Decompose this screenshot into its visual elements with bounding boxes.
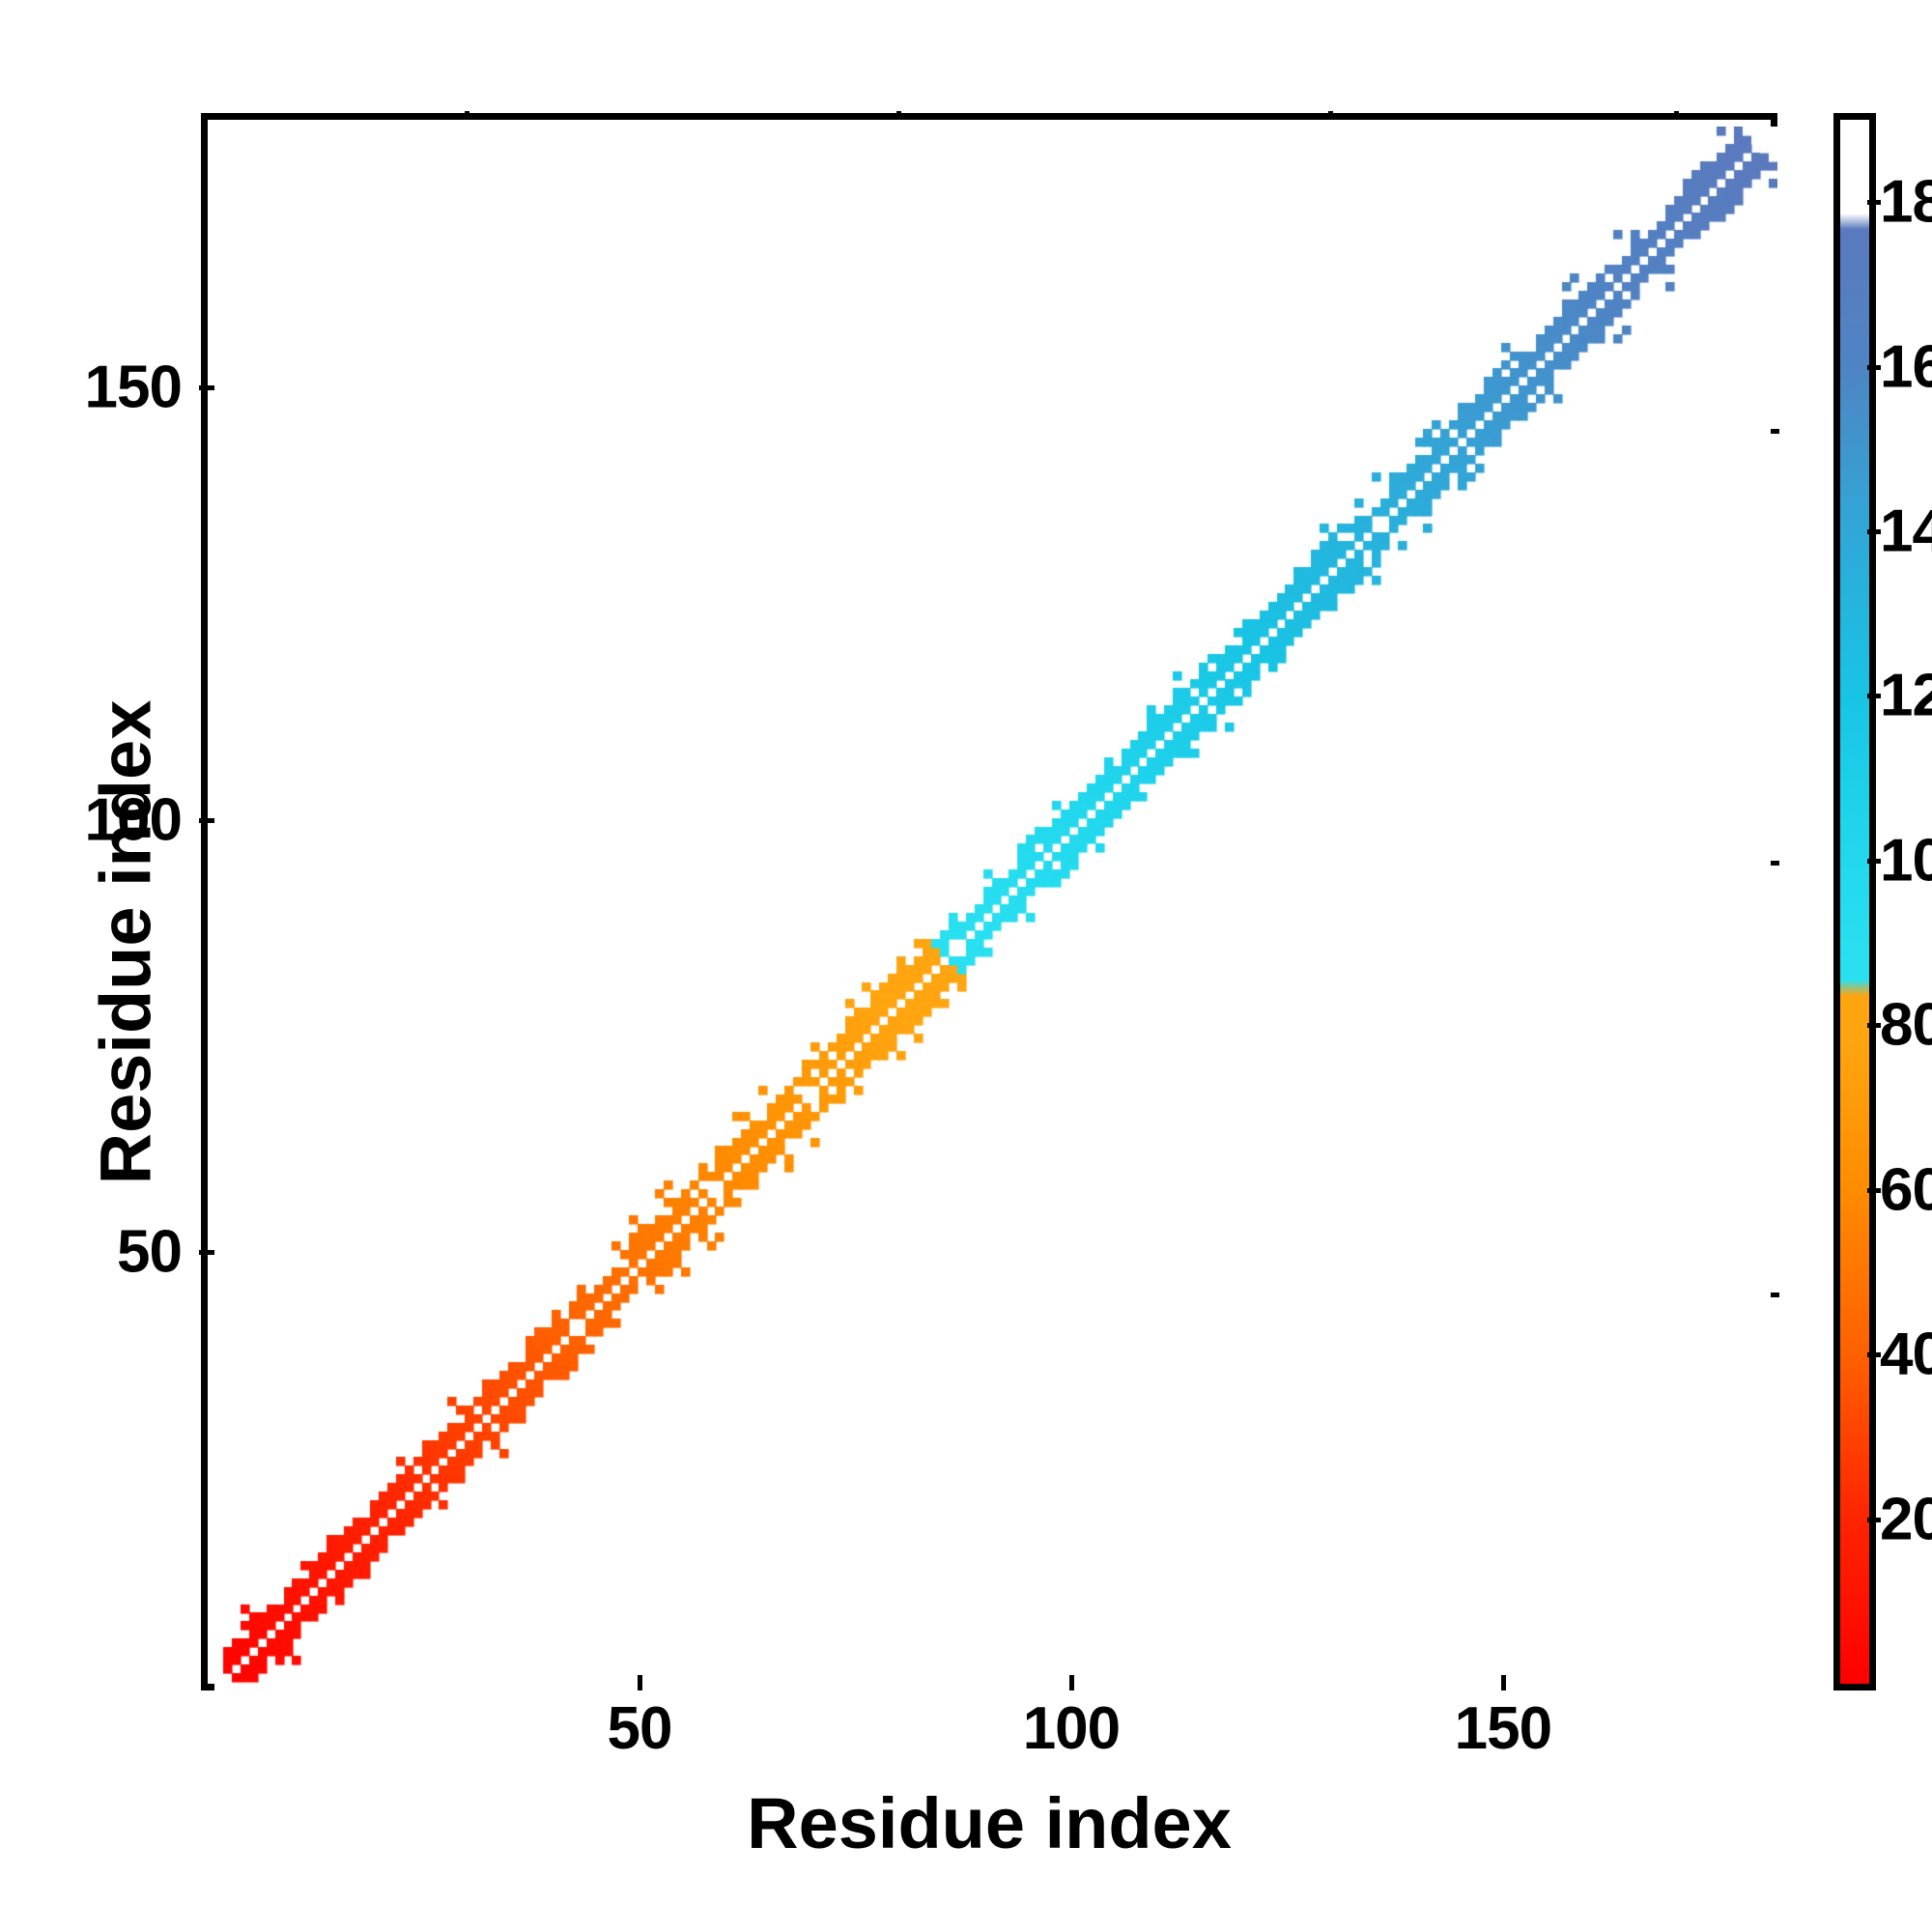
y-tick-label-50: 50 — [117, 1218, 183, 1286]
y-axis-title: Residue index — [85, 699, 166, 1185]
x-tick-label-100: 100 — [1022, 1695, 1121, 1762]
colorbar-tick-label-160: 160 — [1880, 333, 1932, 401]
y-tick-50 — [199, 1249, 214, 1255]
y-minor-tick — [1771, 429, 1779, 434]
colorbar-tick-label-80: 80 — [1880, 991, 1932, 1059]
colorbar-tick-140 — [1867, 529, 1881, 535]
colorbar-tick-40 — [1867, 1352, 1881, 1358]
y-minor-tick — [1771, 1293, 1779, 1298]
x-tick-100 — [1068, 1675, 1074, 1690]
x-minor-tick — [1673, 111, 1679, 120]
y-minor-tick — [1771, 861, 1779, 867]
x-minor-tick — [896, 111, 902, 120]
x-minor-tick — [465, 111, 470, 120]
colorbar-tick-100 — [1867, 858, 1881, 864]
x-tick-50 — [637, 1675, 642, 1690]
plot-area[interactable] — [201, 113, 1777, 1690]
colorbar-gradient — [1840, 120, 1869, 1684]
colorbar-tick-20 — [1867, 1517, 1881, 1522]
colorbar-tick-label-140: 140 — [1880, 497, 1932, 565]
colorbar[interactable] — [1833, 113, 1876, 1690]
colorbar-tick-label-180: 180 — [1880, 168, 1932, 236]
y-tick-label-150: 150 — [84, 354, 183, 421]
x-minor-tick — [1328, 111, 1334, 120]
y-tick-150 — [199, 385, 214, 391]
y-tick-label-100: 100 — [84, 786, 183, 854]
colorbar-tick-160 — [1867, 364, 1881, 370]
x-tick-label-150: 150 — [1454, 1695, 1552, 1762]
colorbar-tick-label-20: 20 — [1880, 1486, 1932, 1553]
colorbar-tick-label-60: 60 — [1880, 1156, 1932, 1224]
colorbar-tick-120 — [1867, 694, 1881, 699]
colorbar-tick-60 — [1867, 1187, 1881, 1193]
colorbar-tick-180 — [1867, 200, 1881, 206]
colorbar-tick-80 — [1867, 1023, 1881, 1029]
y-tick-100 — [199, 817, 214, 823]
colorbar-tick-label-100: 100 — [1880, 827, 1932, 895]
x-tick-label-50: 50 — [607, 1695, 672, 1762]
x-tick-150 — [1500, 1675, 1506, 1690]
colorbar-tick-label-40: 40 — [1880, 1321, 1932, 1388]
colorbar-tick-label-120: 120 — [1880, 662, 1932, 729]
x-axis-title: Residue index — [747, 1783, 1232, 1863]
contact-map-heatmap — [214, 127, 1777, 1690]
